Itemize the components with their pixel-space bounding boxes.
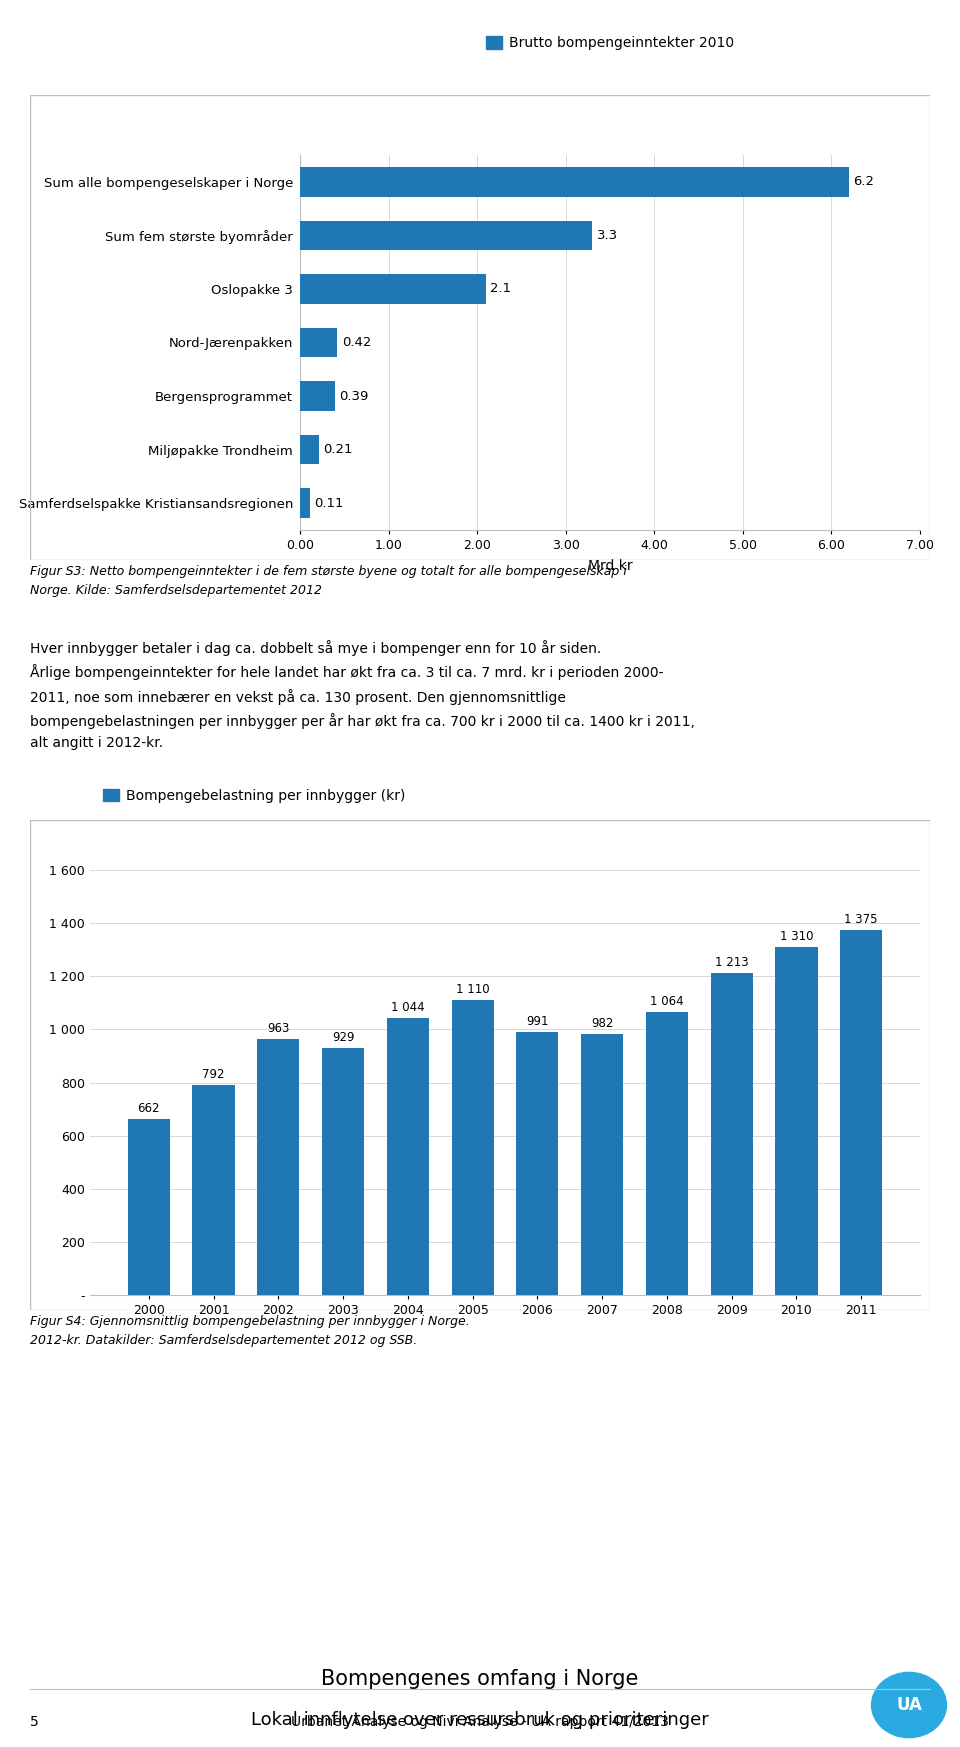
Text: Figur S3: Netto bompengeinntekter i de fem største byene og totalt for alle bomp: Figur S3: Netto bompengeinntekter i de f…	[30, 564, 627, 597]
Bar	[840, 929, 882, 1295]
Text: 0.11: 0.11	[314, 496, 344, 510]
Text: Hver innbygger betaler i dag ca. dobbelt så mye i bompenger enn for 10 år siden.: Hver innbygger betaler i dag ca. dobbelt…	[30, 639, 695, 749]
Text: 0.21: 0.21	[323, 444, 352, 456]
Text: 1 110: 1 110	[456, 984, 490, 996]
Bar	[300, 168, 850, 196]
Text: 2.1: 2.1	[491, 283, 512, 295]
Circle shape	[872, 1672, 947, 1738]
Bar	[300, 328, 337, 356]
Text: 0.42: 0.42	[342, 335, 371, 349]
Bar	[322, 1048, 364, 1295]
Bar	[300, 435, 319, 465]
Bar	[451, 999, 493, 1295]
X-axis label: Mrd kr: Mrd kr	[588, 559, 633, 573]
Text: Bompengenes omfang i Norge: Bompengenes omfang i Norge	[322, 1668, 638, 1689]
Text: Figur S4: Gjennomsnittlig bompengebelastning per innbygger i Norge.
2012-kr. Dat: Figur S4: Gjennomsnittlig bompengebelast…	[30, 1315, 469, 1347]
Bar	[300, 274, 486, 304]
Text: 3.3: 3.3	[597, 229, 618, 241]
Text: 1 044: 1 044	[391, 1001, 424, 1013]
Text: 1 375: 1 375	[845, 912, 878, 926]
Text: 662: 662	[137, 1102, 160, 1115]
Bar	[516, 1032, 559, 1295]
Bar	[193, 1085, 234, 1295]
Text: Lokal innflytelse over ressursbruk og prioriteringer: Lokal innflytelse over ressursbruk og pr…	[252, 1712, 708, 1730]
Bar	[710, 973, 753, 1295]
Bar	[776, 947, 818, 1295]
Bar	[646, 1012, 688, 1295]
Legend: Brutto bompengeinntekter 2010: Brutto bompengeinntekter 2010	[480, 31, 740, 56]
Text: 792: 792	[203, 1067, 225, 1081]
Bar	[300, 220, 592, 250]
Text: 1 213: 1 213	[715, 956, 749, 970]
Bar	[128, 1120, 170, 1295]
Bar	[387, 1019, 429, 1295]
Text: 6.2: 6.2	[853, 175, 875, 189]
Text: 982: 982	[591, 1017, 613, 1031]
Text: 5: 5	[30, 1716, 38, 1730]
Text: 0.39: 0.39	[339, 390, 369, 402]
Text: UA: UA	[896, 1696, 922, 1714]
Text: 1 064: 1 064	[650, 996, 684, 1008]
Text: Urbanet Analyse og Nivi Analyse - UA rapport 41/2013: Urbanet Analyse og Nivi Analyse - UA rap…	[291, 1716, 669, 1730]
Bar	[257, 1039, 300, 1295]
Legend: Bompengebelastning per innbygger (kr): Bompengebelastning per innbygger (kr)	[97, 783, 411, 809]
Text: 1 310: 1 310	[780, 929, 813, 943]
Text: 991: 991	[526, 1015, 548, 1027]
Text: 929: 929	[332, 1031, 354, 1045]
Bar	[300, 489, 310, 517]
Bar	[300, 381, 334, 411]
Bar	[581, 1034, 623, 1295]
Text: 963: 963	[267, 1022, 290, 1036]
